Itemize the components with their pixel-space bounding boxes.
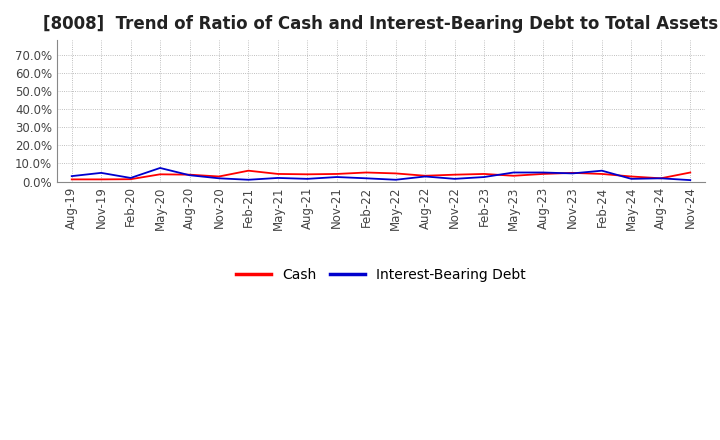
Interest-Bearing Debt [362,176,371,181]
Cash [215,174,223,179]
Interest-Bearing Debt [274,175,282,180]
Interest-Bearing Debt [421,174,430,179]
Interest-Bearing Debt [568,171,577,176]
Interest-Bearing Debt [686,177,695,183]
Interest-Bearing Debt [657,176,665,181]
Interest-Bearing Debt [303,176,312,181]
Interest-Bearing Debt [126,175,135,180]
Interest-Bearing Debt [539,170,547,175]
Cash [362,170,371,175]
Interest-Bearing Debt [156,165,164,171]
Cash [68,177,76,182]
Interest-Bearing Debt [215,176,223,181]
Title: [8008]  Trend of Ratio of Cash and Interest-Bearing Debt to Total Assets: [8008] Trend of Ratio of Cash and Intere… [43,15,719,33]
Interest-Bearing Debt [333,174,341,180]
Interest-Bearing Debt [598,168,606,173]
Cash [274,171,282,176]
Cash [244,168,253,173]
Interest-Bearing Debt [68,173,76,179]
Interest-Bearing Debt [97,170,106,176]
Cash [539,171,547,176]
Cash [185,172,194,177]
Cash [156,172,164,177]
Cash [333,171,341,176]
Cash [97,177,106,182]
Interest-Bearing Debt [244,177,253,183]
Cash [303,172,312,177]
Cash [450,172,459,177]
Cash [568,170,577,176]
Interest-Bearing Debt [480,174,488,180]
Cash [480,171,488,176]
Interest-Bearing Debt [627,176,636,181]
Cash [126,176,135,182]
Cash [421,173,430,178]
Cash [598,171,606,176]
Line: Interest-Bearing Debt: Interest-Bearing Debt [72,168,690,180]
Legend: Cash, Interest-Bearing Debt: Cash, Interest-Bearing Debt [230,262,531,287]
Cash [627,174,636,179]
Interest-Bearing Debt [509,170,518,175]
Cash [509,173,518,178]
Interest-Bearing Debt [450,176,459,181]
Interest-Bearing Debt [392,177,400,183]
Line: Cash: Cash [72,171,690,180]
Cash [686,170,695,175]
Cash [392,171,400,176]
Interest-Bearing Debt [185,172,194,178]
Cash [657,176,665,181]
